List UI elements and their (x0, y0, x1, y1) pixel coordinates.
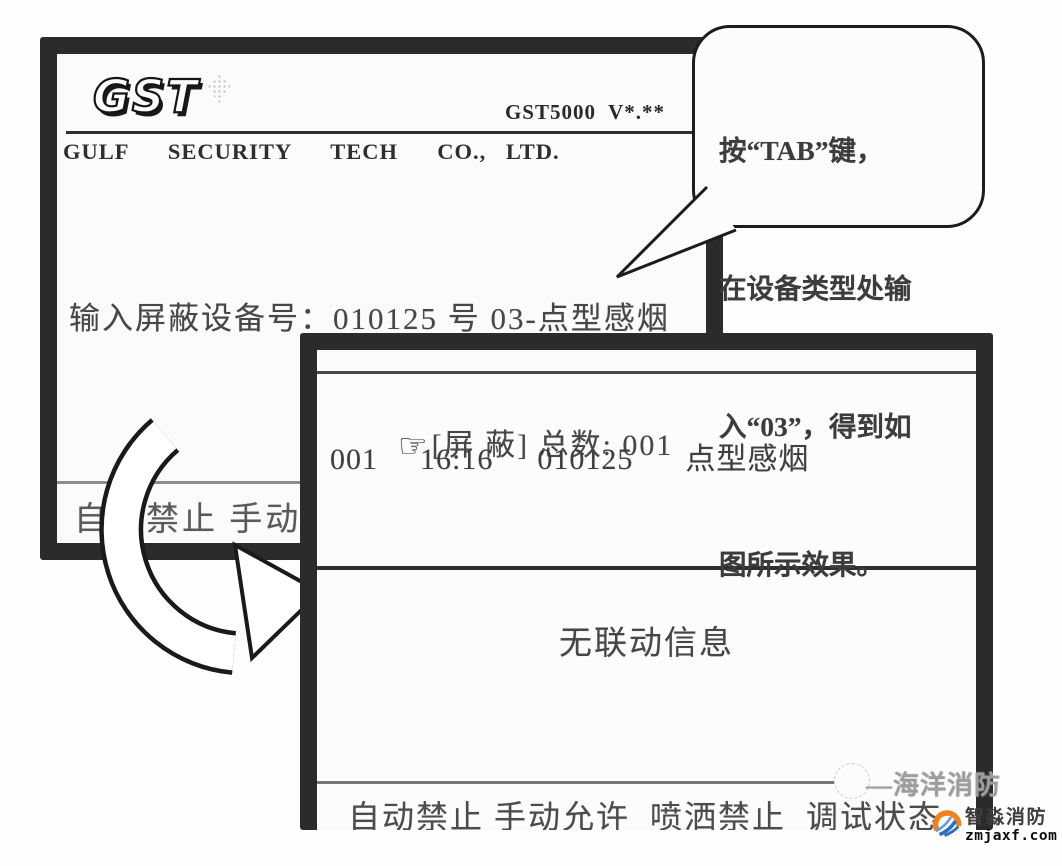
shield-input-prompt: 输入屏蔽设备号：010125 号 03-点型感烟 (69, 301, 670, 336)
gst-logo-speckle-icon (207, 74, 232, 104)
zhimiao-logo: 智淼消防 zmjaxf.com (932, 808, 1057, 844)
callout-text: 按“TAB”键， 在设备类型处输 入“03”，得到如 图所示效果。 (719, 36, 969, 680)
zhimiao-logo-icon (932, 810, 962, 837)
model-version-label: GST5000 V*.** (504, 100, 665, 124)
gst-logo-text: GST (92, 70, 200, 123)
ocean-fire-stamp-icon (834, 763, 870, 799)
record-device-type: 点型感烟 (685, 443, 810, 476)
panel-screen-shield-list: ☞[屏 蔽] 总数: 001 001 16:16 010125 点型感烟 无联动信息 … (300, 333, 993, 830)
statusbar-text: 自动禁止 手动允许 喷洒禁止 调试状态 (348, 799, 943, 830)
header-divider (66, 131, 702, 134)
no-linkage-message: 无联动信息 (559, 626, 734, 662)
company-name: GULF SECURITY TECH CO., LTD. (63, 139, 560, 164)
shield-record-row: 001 16:16 010125 点型感烟 (330, 434, 809, 478)
record-time: 16:16 (420, 443, 494, 476)
gst-logo: GST (92, 73, 232, 120)
top-divider (317, 371, 976, 374)
zhimiao-name: 智淼消防 (965, 806, 1048, 828)
callout-line: 按“TAB”键， (719, 135, 884, 166)
callout-line: 入“03”，得到如 (719, 411, 912, 442)
list-header-row: ☞[屏 蔽] 总数: 001 (341, 386, 673, 499)
callout-line: 在设备类型处输 (719, 273, 912, 304)
ocean-fire-watermark: —海洋消防 (866, 771, 1002, 800)
list-header-text: [屏 蔽] 总数: 001 (431, 429, 674, 462)
mid-divider (317, 566, 976, 570)
bottom-divider (317, 781, 834, 784)
callout-bubble: 按“TAB”键， 在设备类型处输 入“03”，得到如 图所示效果。 (692, 25, 985, 580)
record-index: 001 (330, 443, 378, 476)
zhimiao-site: zmjaxf.com (965, 828, 1058, 844)
record-device-no: 010125 (537, 443, 634, 476)
callout-line: 图所示效果。 (719, 549, 884, 580)
pointing-hand-icon: ☞ (398, 426, 430, 465)
